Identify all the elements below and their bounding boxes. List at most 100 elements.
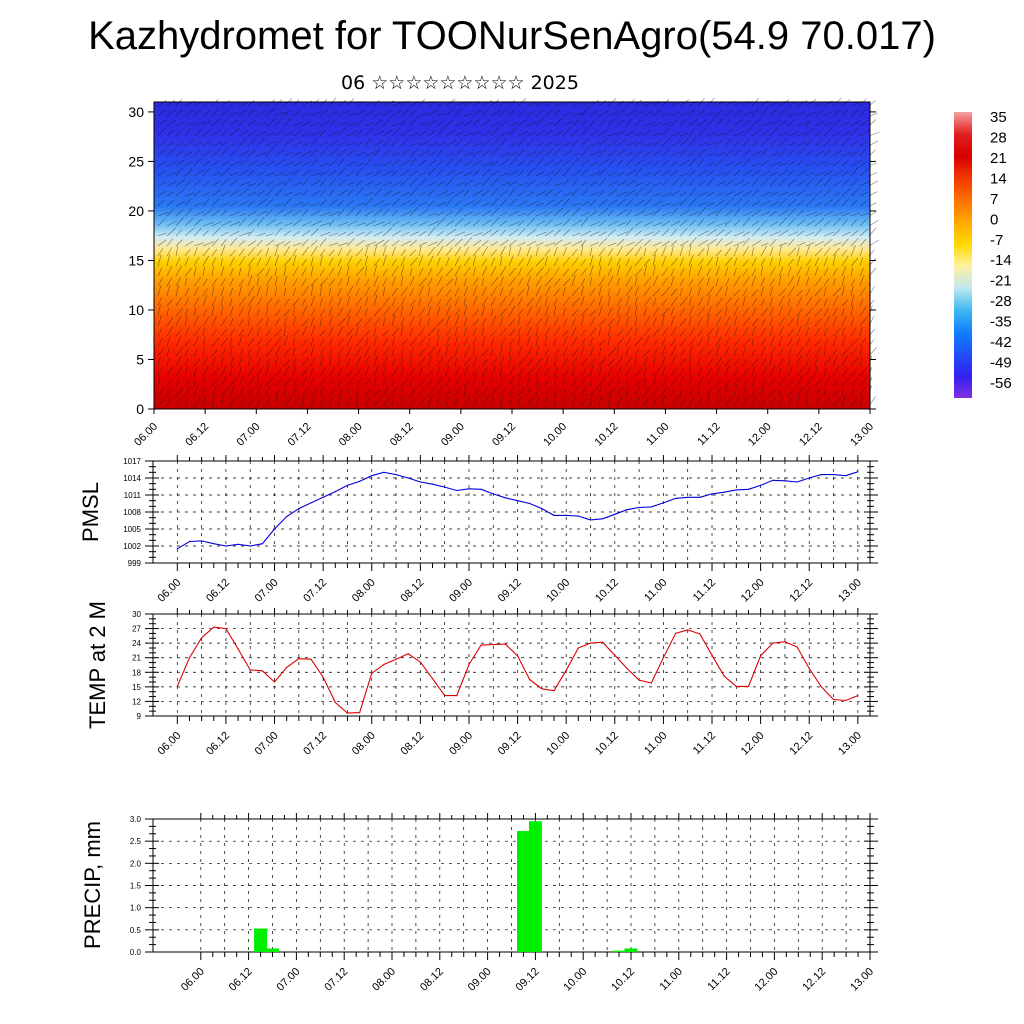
wind-barb [391, 246, 396, 257]
wind-barb [445, 257, 450, 267]
wind-barb [490, 99, 499, 107]
data-point [395, 658, 397, 660]
wind-barb [724, 267, 729, 277]
wind-barb [418, 297, 422, 307]
wind-barb [445, 247, 453, 257]
wind-barb [535, 276, 543, 287]
wind-barb [499, 131, 510, 137]
wind-barb [445, 366, 449, 377]
wind-barb [589, 298, 596, 307]
wind-barb [589, 110, 598, 117]
wind-barb [850, 218, 858, 227]
wind-barb [274, 394, 278, 407]
wind-barb [301, 221, 312, 227]
wind-barb [571, 118, 581, 127]
wind-barb [517, 335, 521, 347]
wind-barb [787, 119, 795, 127]
wind-barb [553, 317, 559, 327]
panel-y-axis-label: PMSL [78, 482, 103, 542]
wind-barb [688, 118, 698, 127]
wind-barb [715, 365, 721, 377]
wind-barb [184, 161, 193, 167]
wind-barb [328, 257, 334, 267]
data-point [504, 497, 506, 499]
wind-barb [436, 385, 444, 397]
data-point [675, 497, 677, 499]
panel-grid [153, 460, 870, 564]
wind-barb [238, 137, 248, 147]
wind-barb [544, 170, 555, 177]
wind-barb [229, 306, 234, 317]
wind-barb [544, 397, 548, 407]
heatmap-x-tick-label: 11.00 [644, 421, 671, 448]
wind-barb [850, 304, 854, 317]
wind-barb [769, 178, 777, 187]
wind-barb [742, 231, 751, 237]
wind-barb [670, 201, 683, 207]
wind-barb [805, 211, 818, 217]
wind-barb [310, 228, 319, 237]
wind-barb [346, 112, 357, 117]
wind-barb [598, 347, 602, 357]
wind-barb [319, 309, 326, 317]
wind-barb [508, 297, 515, 307]
wind-barb [220, 257, 223, 267]
wind-barb [508, 221, 520, 227]
wind-barb [661, 314, 665, 327]
wind-barb [769, 126, 779, 137]
wind-barb [364, 127, 374, 137]
wind-barb [571, 327, 577, 337]
wind-barb [751, 289, 759, 297]
wind-barb [553, 229, 561, 237]
wind-barb [670, 388, 675, 397]
wind-barb [355, 377, 363, 387]
wind-barb [355, 367, 362, 377]
data-point [334, 701, 336, 704]
wind-barb [634, 119, 642, 127]
wind-barb [508, 188, 516, 197]
wind-barb [742, 368, 749, 377]
wind-barb [265, 328, 271, 337]
wind-barb [202, 327, 205, 337]
wind-barb [202, 336, 206, 347]
wind-barb [598, 207, 609, 217]
heatmap-x-tick-label: 09.00 [439, 421, 467, 449]
wind-barb [661, 386, 668, 397]
wind-barb [805, 179, 813, 187]
wind-barb [238, 267, 242, 277]
wind-barb [715, 398, 722, 407]
data-point [176, 685, 178, 688]
wind-barb [715, 132, 726, 137]
wind-barb [643, 129, 651, 137]
wind-barb [832, 365, 840, 377]
wind-barb [688, 336, 697, 347]
wind-barb [202, 110, 211, 117]
wind-barb [391, 307, 399, 317]
wind-barb [715, 316, 722, 327]
wind-barb [589, 162, 598, 167]
data-point [456, 695, 458, 697]
wind-barb [229, 143, 238, 147]
wind-barb [643, 121, 656, 127]
wind-barb [607, 256, 613, 267]
wind-barb [769, 388, 777, 397]
wind-barb [292, 316, 296, 327]
wind-barb [490, 161, 499, 167]
wind-barb [652, 122, 662, 127]
wind-barb [247, 257, 255, 267]
wind-barb [427, 167, 436, 177]
wind-barb [751, 268, 757, 277]
wind-barb [211, 249, 218, 257]
wind-barb [652, 248, 658, 257]
wind-barb [193, 157, 202, 167]
wind-barb [634, 167, 642, 177]
wind-barb [283, 359, 290, 367]
wind-barb [832, 198, 842, 207]
wind-barb [742, 139, 750, 147]
wind-barb [688, 345, 694, 357]
wind-barb [409, 257, 418, 267]
wind-barb [193, 348, 198, 357]
wind-barb [400, 178, 409, 187]
wind-barb [562, 179, 569, 187]
wind-barb [265, 180, 274, 187]
